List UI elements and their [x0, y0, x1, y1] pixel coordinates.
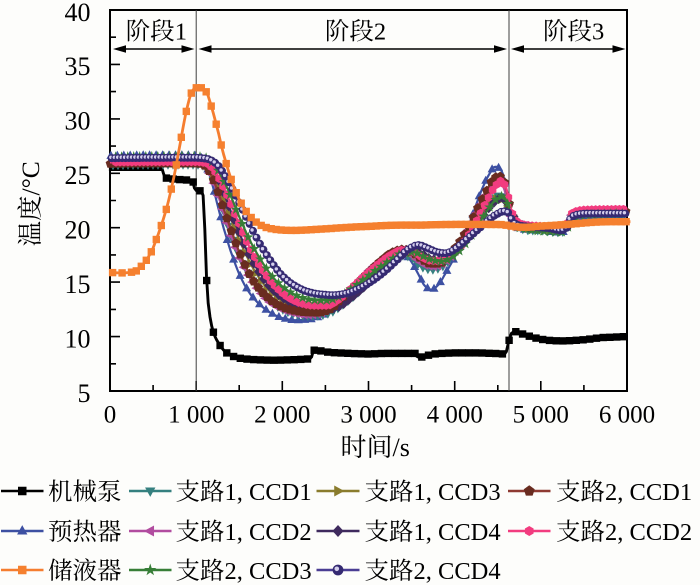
svg-text:/°C: /°C	[16, 161, 45, 195]
svg-text:1, CCD3: 1, CCD3	[414, 479, 501, 506]
svg-text:3 000: 3 000	[340, 402, 396, 429]
svg-text:25: 25	[65, 161, 91, 190]
svg-text:1 000: 1 000	[168, 402, 224, 429]
svg-text:0: 0	[104, 402, 117, 429]
svg-text:1: 1	[175, 19, 187, 46]
svg-text:3: 3	[592, 19, 604, 46]
svg-text:1, CCD4: 1, CCD4	[414, 519, 501, 546]
svg-text:35: 35	[65, 52, 91, 81]
svg-text:2, CCD2: 2, CCD2	[605, 519, 692, 546]
svg-text:1, CCD1: 1, CCD1	[225, 479, 312, 506]
svg-text:15: 15	[65, 270, 91, 299]
svg-text:2, CCD1: 2, CCD1	[605, 479, 692, 506]
svg-text:40: 40	[65, 0, 91, 27]
svg-text:2, CCD4: 2, CCD4	[414, 558, 501, 585]
svg-text:6 000: 6 000	[599, 402, 655, 429]
svg-text:2: 2	[374, 19, 386, 46]
svg-text:5 000: 5 000	[513, 402, 569, 429]
svg-text:2 000: 2 000	[254, 402, 310, 429]
svg-text:20: 20	[65, 216, 91, 245]
svg-text:/s: /s	[393, 433, 410, 462]
svg-text:10: 10	[65, 324, 91, 353]
svg-text:2, CCD3: 2, CCD3	[225, 558, 312, 585]
svg-text:30: 30	[65, 107, 91, 136]
svg-text:5: 5	[78, 379, 91, 408]
svg-text:1, CCD2: 1, CCD2	[225, 519, 312, 546]
svg-text:4 000: 4 000	[427, 402, 483, 429]
